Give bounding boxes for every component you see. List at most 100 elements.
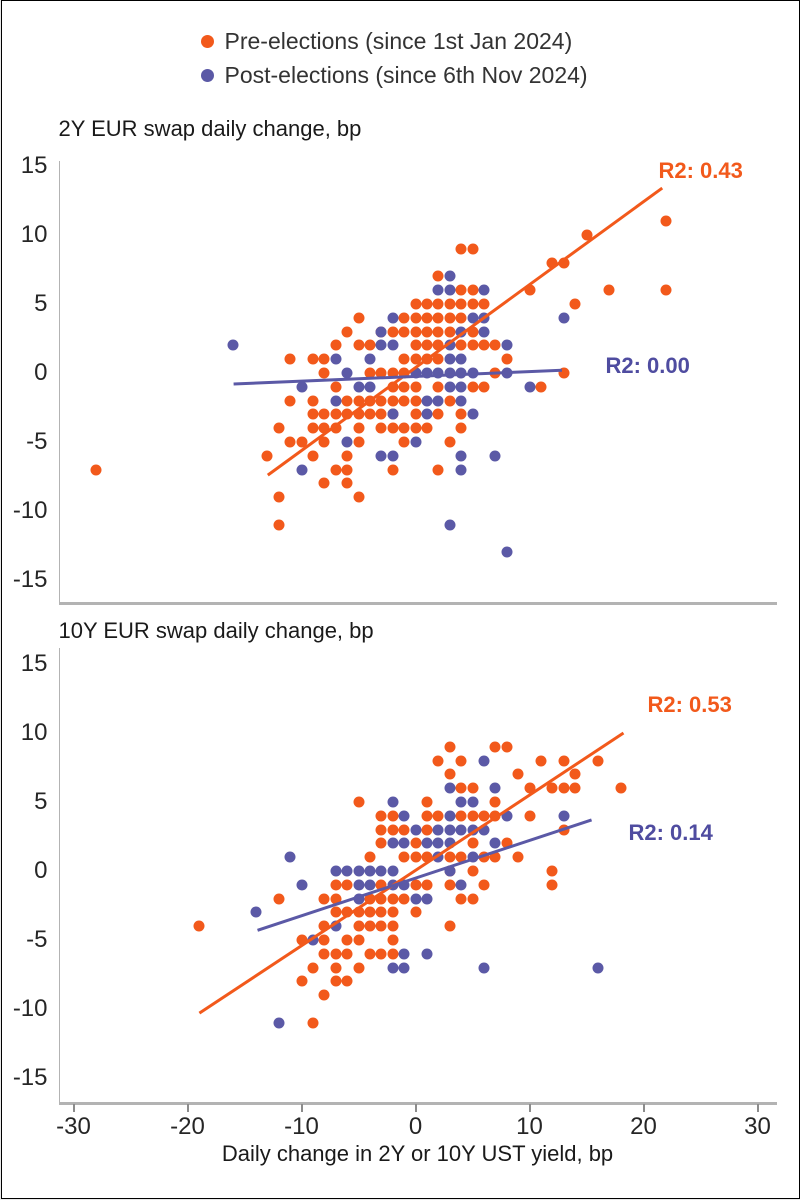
data-point-pre [387, 810, 399, 822]
data-point-pre [364, 395, 376, 407]
data-point-pre [364, 948, 376, 960]
data-point-pre [478, 810, 490, 822]
legend-item-pre: Pre-elections (since 1st Jan 2024) [200, 28, 572, 55]
data-point-pre [330, 422, 342, 434]
data-point-pre [398, 367, 410, 379]
data-point-pre [603, 284, 615, 296]
data-point-post [432, 824, 444, 836]
data-point-post [375, 865, 387, 877]
data-point-post [341, 367, 353, 379]
data-point-post [455, 353, 467, 365]
y-tick-label: -5 [26, 428, 48, 455]
data-point-post [467, 796, 478, 808]
data-point-pre [318, 436, 330, 448]
data-point-pre [364, 367, 376, 379]
data-point-pre [341, 879, 353, 891]
top-chart-y-axis [58, 161, 60, 604]
data-point-post [421, 893, 433, 905]
data-point-pre [90, 464, 102, 476]
y-tick-label: 15 [20, 650, 48, 677]
x-tick-label: -30 [56, 1113, 91, 1140]
data-point-pre [478, 298, 490, 310]
data-point-pre [387, 464, 399, 476]
data-point-pre [444, 312, 456, 324]
data-point-pre [512, 851, 524, 863]
x-axis-title: Daily change in 2Y or 10Y UST yield, bp [221, 1141, 614, 1166]
data-point-pre [375, 906, 387, 918]
data-point-pre [375, 367, 387, 379]
data-point-pre [467, 893, 478, 905]
data-point-post [455, 381, 467, 393]
data-point-pre [353, 395, 364, 407]
data-point-pre [432, 408, 444, 420]
data-point-pre [467, 381, 478, 393]
data-point-post [444, 381, 456, 393]
data-point-post [467, 851, 478, 863]
data-point-post [410, 367, 421, 379]
data-point-post [398, 962, 410, 974]
data-point-pre [432, 270, 444, 282]
data-point-pre [410, 408, 421, 420]
data-point-pre [581, 229, 592, 241]
data-point-post [478, 284, 490, 296]
data-point-post [387, 879, 399, 891]
data-point-post [592, 962, 604, 974]
data-point-pre [546, 865, 558, 877]
data-point-post [341, 865, 353, 877]
data-point-pre [444, 768, 456, 780]
data-point-pre [261, 450, 273, 462]
data-point-post [478, 962, 490, 974]
data-point-pre [467, 298, 478, 310]
data-point-pre [421, 422, 433, 434]
data-point-post [421, 948, 433, 960]
data-point-pre [284, 436, 296, 448]
data-point-pre [318, 353, 330, 365]
data-point-post [387, 962, 399, 974]
data-point-pre [341, 395, 353, 407]
x-tick-mark [642, 1104, 645, 1112]
data-point-post [387, 796, 399, 808]
data-point-post [467, 312, 478, 324]
r2-label-bottom-post: R2: 0.14 [628, 820, 713, 845]
data-point-pre [330, 962, 342, 974]
data-point-pre [296, 934, 307, 946]
data-point-pre [353, 796, 364, 808]
data-point-pre [455, 755, 467, 767]
data-point-pre [410, 381, 421, 393]
data-point-post [227, 339, 239, 351]
data-point-post [489, 837, 501, 849]
data-point-post [364, 353, 376, 365]
data-point-pre [455, 851, 467, 863]
pre-elections-dot-icon [200, 35, 214, 48]
data-point-post [410, 893, 421, 905]
data-point-post [467, 367, 478, 379]
data-point-post [455, 879, 467, 891]
data-point-pre [467, 782, 478, 794]
data-point-pre [307, 422, 319, 434]
data-point-pre [296, 975, 307, 987]
data-point-pre [353, 408, 364, 420]
data-point-post [501, 810, 513, 822]
data-point-pre [421, 353, 433, 365]
data-point-pre [467, 339, 478, 351]
data-point-post [421, 367, 433, 379]
data-point-post [455, 824, 467, 836]
data-point-pre [353, 436, 364, 448]
data-point-pre [410, 851, 421, 863]
data-point-pre [467, 243, 478, 255]
data-point-post [489, 450, 501, 462]
data-point-post [307, 934, 319, 946]
data-point-pre [387, 395, 399, 407]
data-point-pre [330, 408, 342, 420]
data-point-post [330, 353, 342, 365]
data-point-pre [318, 920, 330, 932]
data-point-pre [375, 920, 387, 932]
data-point-pre [307, 962, 319, 974]
data-point-pre [410, 906, 421, 918]
data-point-pre [307, 408, 319, 420]
data-point-pre [660, 284, 672, 296]
x-tick-mark [756, 1104, 759, 1112]
data-point-pre [524, 782, 535, 794]
data-point-pre [318, 893, 330, 905]
r2-label-top-post: R2: 0.00 [605, 353, 690, 378]
